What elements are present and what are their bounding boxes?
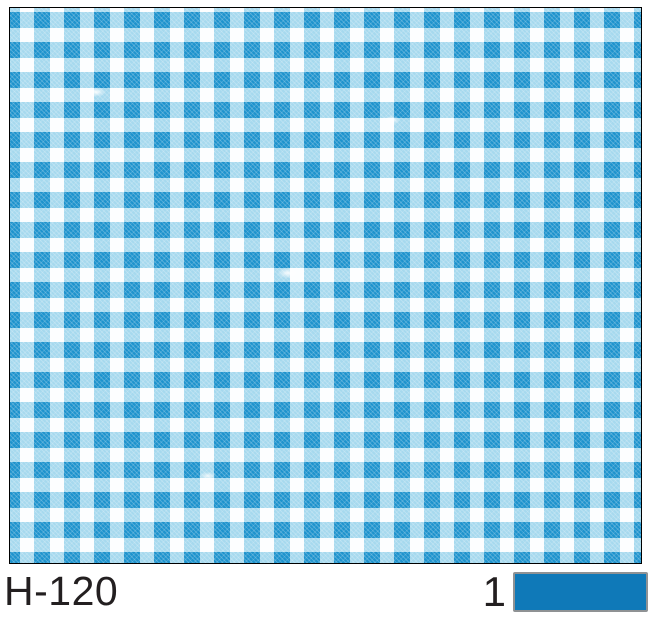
colorway-number-label: 1 <box>482 567 506 615</box>
caption-row: H-120 1 <box>0 566 650 617</box>
sample-id-label: H-120 <box>4 568 119 614</box>
color-chip <box>513 571 648 612</box>
colorway-group: 1 <box>482 567 648 615</box>
fabric-swatch-image <box>9 7 642 564</box>
